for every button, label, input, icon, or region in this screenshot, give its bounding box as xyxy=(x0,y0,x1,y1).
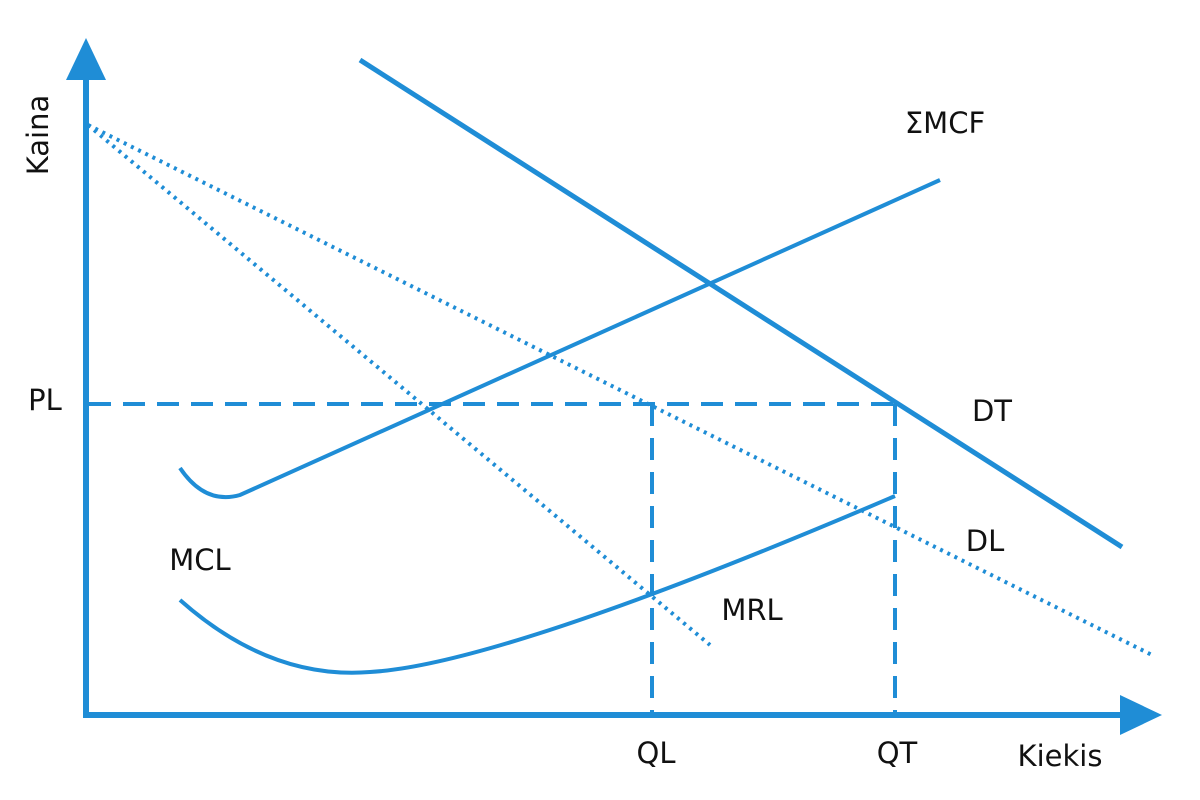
mcl-label: MCL xyxy=(169,543,230,577)
qt-label: QT xyxy=(877,736,918,770)
y-arrow xyxy=(66,38,106,80)
pl-label: PL xyxy=(28,383,62,417)
mrl-label: MRL xyxy=(721,593,782,627)
dl-label: DL xyxy=(966,524,1005,558)
dl-curve xyxy=(87,123,1153,657)
ql-label: QL xyxy=(637,736,676,770)
y-axis-label: Kaina xyxy=(21,95,55,176)
smcf-curve xyxy=(178,178,941,500)
mcl-curve xyxy=(178,494,896,675)
dt-curve xyxy=(358,57,1124,550)
x-arrow xyxy=(1120,695,1162,735)
axes xyxy=(66,38,1162,735)
guides xyxy=(89,402,897,715)
dt-label: DT xyxy=(972,394,1012,428)
smcf-label: ΣMCF xyxy=(905,106,985,140)
x-axis-label: Kiekis xyxy=(1018,739,1103,773)
